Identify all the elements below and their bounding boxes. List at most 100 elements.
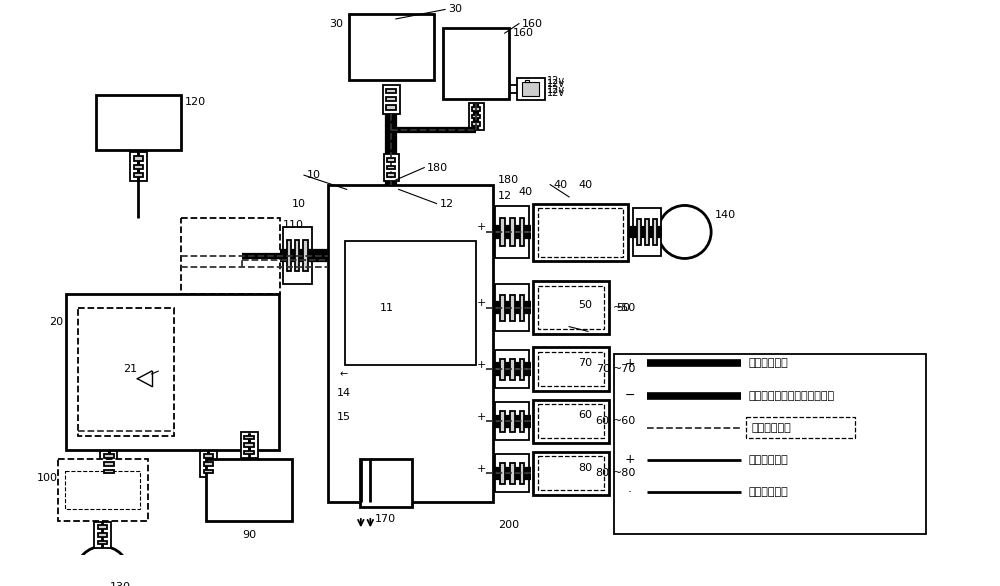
Bar <box>204 462 213 466</box>
Bar <box>533 281 609 334</box>
Bar <box>538 286 604 329</box>
Text: 低压正极线束: 低压正极线束 <box>748 455 788 465</box>
Text: +: + <box>476 360 486 370</box>
Text: 70: 70 <box>579 359 593 369</box>
Bar <box>522 83 539 96</box>
Bar <box>510 411 515 432</box>
Text: 40: 40 <box>579 180 593 190</box>
Bar <box>387 166 395 169</box>
Bar <box>510 295 515 321</box>
Text: 80: 80 <box>579 462 593 472</box>
Text: 12v: 12v <box>547 85 565 95</box>
Text: 12v: 12v <box>547 76 565 86</box>
Bar <box>533 347 609 391</box>
Bar <box>510 463 515 484</box>
Bar <box>287 240 291 271</box>
Bar <box>134 173 143 177</box>
Text: 高压负极线束或电机三相线束: 高压负极线束或电机三相线束 <box>748 391 834 401</box>
Bar <box>500 217 505 246</box>
Bar <box>134 156 143 161</box>
Text: 160: 160 <box>513 28 534 38</box>
Bar <box>349 14 434 80</box>
Text: +: + <box>476 298 486 308</box>
Bar <box>443 28 509 100</box>
Text: ~70: ~70 <box>613 364 636 374</box>
Bar <box>303 240 308 271</box>
Text: 180: 180 <box>427 162 448 173</box>
Bar <box>204 469 213 473</box>
Text: +: + <box>476 222 486 232</box>
Bar <box>500 359 505 380</box>
Text: 180: 180 <box>498 175 519 185</box>
Text: 40: 40 <box>519 187 533 197</box>
Bar <box>65 471 140 509</box>
Text: ~80: ~80 <box>613 468 636 478</box>
Bar <box>495 403 529 440</box>
Bar <box>383 85 400 114</box>
Text: 160: 160 <box>522 19 543 29</box>
Text: 90: 90 <box>242 530 256 540</box>
Text: 21: 21 <box>123 364 137 374</box>
Bar <box>653 219 657 246</box>
Bar <box>295 240 299 271</box>
Bar <box>533 452 609 495</box>
Bar <box>283 227 312 284</box>
Bar <box>104 455 114 458</box>
Text: +: + <box>476 411 486 421</box>
Bar <box>614 354 926 534</box>
Bar <box>66 294 279 449</box>
Text: 80: 80 <box>596 468 610 478</box>
Text: ~40: ~40 <box>632 227 655 237</box>
Bar <box>244 435 254 440</box>
Bar <box>633 208 661 256</box>
Text: 30: 30 <box>448 5 462 15</box>
Bar <box>538 352 604 386</box>
Bar <box>472 122 480 126</box>
Bar <box>637 219 641 246</box>
Bar <box>244 451 254 455</box>
Bar <box>104 462 114 466</box>
Text: ←: ← <box>339 369 347 379</box>
Bar <box>181 218 280 294</box>
Text: 12: 12 <box>439 199 454 209</box>
Bar <box>538 456 604 490</box>
Bar <box>500 463 505 484</box>
Bar <box>204 455 213 458</box>
Text: 10: 10 <box>307 170 321 180</box>
Text: +: + <box>624 454 635 466</box>
Bar <box>495 455 529 492</box>
Text: 50: 50 <box>579 299 593 310</box>
Bar <box>98 526 107 529</box>
Text: 10: 10 <box>292 199 306 209</box>
Text: 170: 170 <box>375 514 396 524</box>
Text: 70: 70 <box>596 364 610 374</box>
Bar <box>386 89 396 93</box>
Text: 高压正极线束: 高压正极线束 <box>748 359 788 369</box>
Text: 30: 30 <box>330 19 344 29</box>
Bar <box>130 152 147 181</box>
Bar <box>100 451 117 477</box>
Bar <box>241 432 258 458</box>
Bar <box>384 154 399 181</box>
Bar <box>386 105 396 110</box>
Bar <box>360 459 412 506</box>
Bar <box>500 295 505 321</box>
Bar <box>335 192 486 494</box>
Bar <box>500 411 505 432</box>
Text: 环路互锁线束: 环路互锁线束 <box>752 423 792 433</box>
Bar <box>244 443 254 447</box>
Bar <box>510 359 515 380</box>
Bar <box>78 308 174 435</box>
Bar <box>645 219 649 246</box>
Bar <box>517 77 545 100</box>
Text: +: + <box>476 464 486 473</box>
Text: 50: 50 <box>616 303 630 313</box>
Text: ·: · <box>628 486 632 499</box>
Bar <box>206 459 292 521</box>
Text: 12: 12 <box>498 191 512 201</box>
Bar <box>58 459 148 521</box>
Bar <box>94 522 111 548</box>
Text: 15: 15 <box>337 411 351 421</box>
Bar <box>387 158 395 162</box>
Text: 12v: 12v <box>547 88 565 98</box>
